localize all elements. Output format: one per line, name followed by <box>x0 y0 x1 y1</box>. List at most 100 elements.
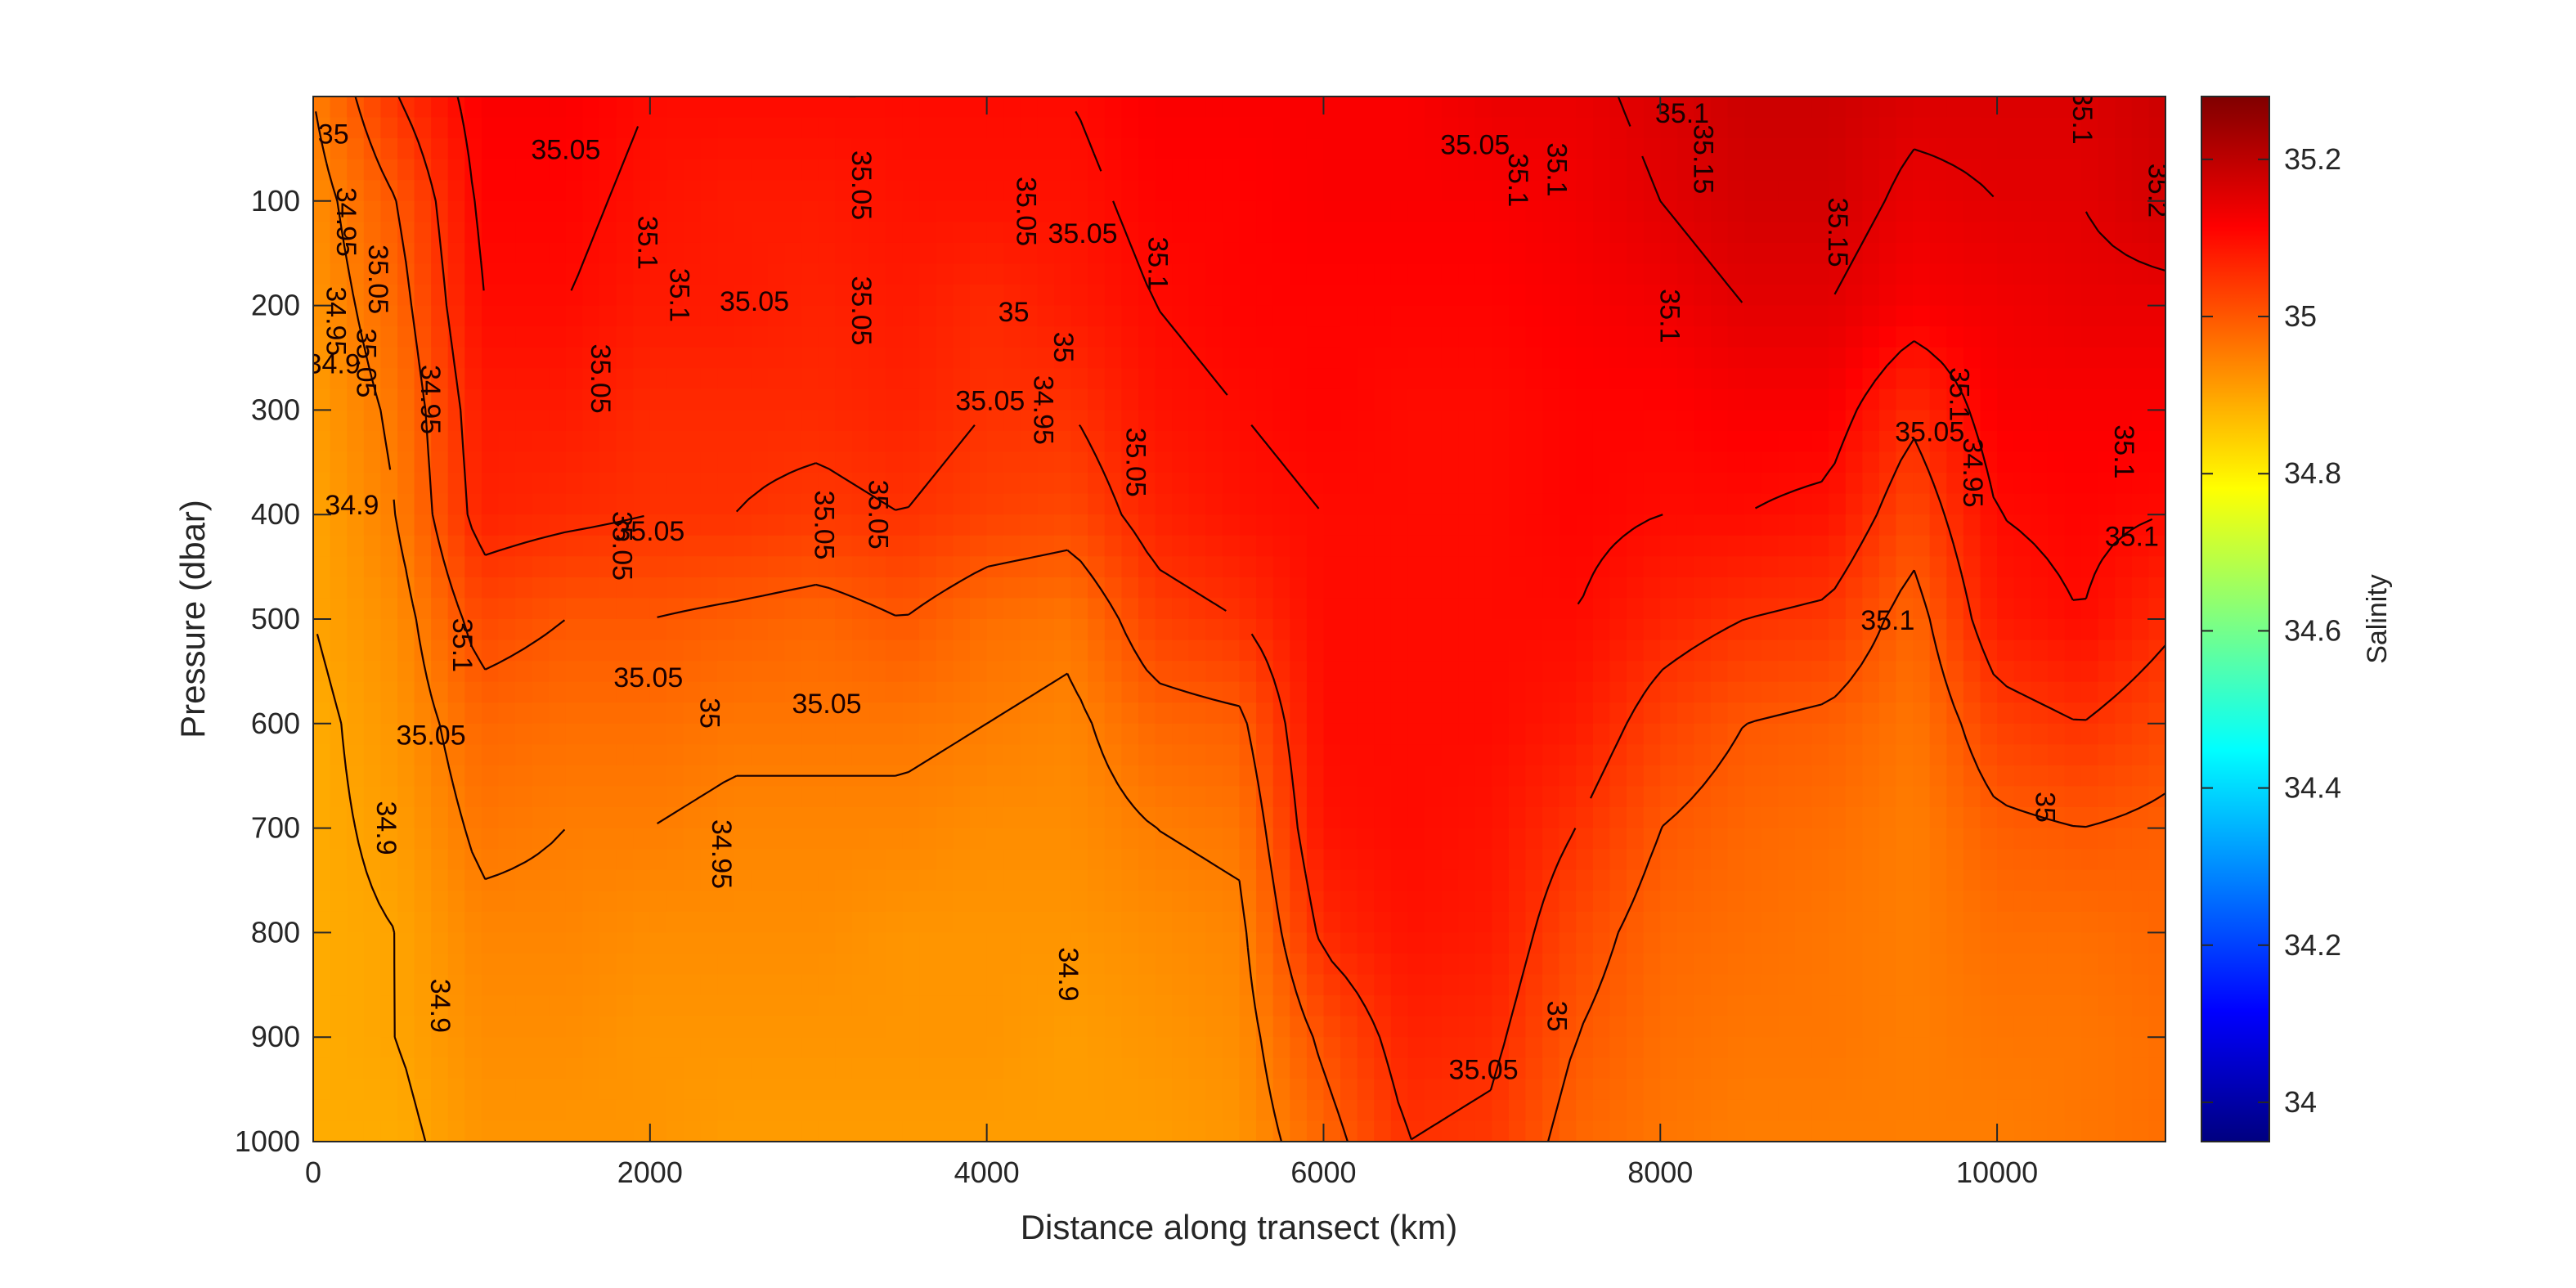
salinity-cell <box>1474 932 1493 954</box>
salinity-cell <box>868 180 886 202</box>
salinity-cell <box>414 723 432 746</box>
salinity-cell <box>2131 765 2150 788</box>
salinity-cell <box>666 222 684 244</box>
salinity-cell <box>868 640 886 662</box>
salinity-cell <box>1138 263 1156 285</box>
salinity-cell <box>1458 180 1476 202</box>
salinity-cell <box>1441 263 1459 285</box>
salinity-cell <box>363 410 382 432</box>
salinity-cell <box>1458 451 1476 473</box>
salinity-cell <box>1070 891 1088 913</box>
salinity-cell <box>1138 954 1156 976</box>
salinity-cell <box>1390 451 1409 473</box>
salinity-cell <box>1592 786 1611 808</box>
salinity-cell <box>1711 744 1729 766</box>
salinity-cell <box>1896 556 1914 578</box>
salinity-cell <box>616 138 634 160</box>
salinity-cell <box>2148 180 2165 202</box>
salinity-cell <box>1997 765 2015 788</box>
salinity-cell <box>1155 222 1173 244</box>
salinity-cell <box>2081 723 2099 746</box>
salinity-cell <box>1121 849 1139 871</box>
salinity-cell <box>2081 932 2099 954</box>
salinity-cell <box>768 200 786 223</box>
salinity-cell <box>2013 556 2032 578</box>
salinity-cell <box>1222 891 1241 913</box>
salinity-cell <box>397 765 415 788</box>
salinity-cell <box>1627 431 1645 453</box>
salinity-cell <box>2131 598 2150 620</box>
salinity-cell <box>868 368 886 390</box>
salinity-cell <box>582 222 600 244</box>
salinity-cell <box>1256 619 1274 641</box>
salinity-cell <box>431 786 449 808</box>
salinity-cell <box>2013 138 2032 160</box>
salinity-cell <box>363 473 382 495</box>
salinity-cell <box>1037 451 1055 473</box>
salinity-cell <box>447 744 466 766</box>
salinity-cell <box>1306 347 1325 370</box>
salinity-cell <box>784 410 802 432</box>
salinity-cell <box>1525 305 1543 327</box>
salinity-cell <box>1592 305 1611 327</box>
salinity-cell <box>700 285 718 307</box>
salinity-cell <box>1525 96 1543 119</box>
salinity-cell <box>1862 180 1880 202</box>
salinity-cell <box>1390 242 1409 265</box>
salinity-cell <box>1407 180 1425 202</box>
salinity-cell <box>2013 640 2032 662</box>
salinity-cell <box>1509 493 1527 515</box>
salinity-cell <box>2115 159 2133 182</box>
salinity-cell <box>1711 514 1729 536</box>
salinity-cell <box>1862 222 1880 244</box>
salinity-cell <box>953 828 971 850</box>
salinity-cell <box>1946 954 1964 976</box>
salinity-cell <box>1963 891 1981 913</box>
salinity-cell <box>532 368 550 390</box>
salinity-cell <box>1795 368 1813 390</box>
salinity-cell <box>868 954 886 976</box>
salinity-cell <box>1727 828 1745 850</box>
salinity-cell <box>1020 640 1039 662</box>
salinity-cell <box>818 347 837 370</box>
salinity-cell <box>1542 932 1560 954</box>
salinity-cell <box>1845 388 1864 411</box>
salinity-cell <box>565 828 584 850</box>
salinity-cell <box>1761 180 1779 202</box>
salinity-cell <box>1660 598 1678 620</box>
salinity-cell <box>330 242 348 265</box>
salinity-cell <box>818 368 837 390</box>
salinity-cell <box>1003 410 1021 432</box>
salinity-cell <box>330 619 348 641</box>
salinity-cell <box>1407 577 1425 599</box>
salinity-cell <box>1761 368 1779 390</box>
salinity-cell <box>1744 242 1762 265</box>
salinity-cell <box>1256 932 1274 954</box>
salinity-cell <box>380 661 398 683</box>
salinity-cell <box>414 200 432 223</box>
salinity-cell <box>2081 200 2099 223</box>
salinity-cell <box>1576 619 1594 641</box>
salinity-cell <box>1155 577 1173 599</box>
salinity-cell <box>2013 222 2032 244</box>
salinity-cell <box>363 911 382 934</box>
salinity-cell <box>498 431 516 453</box>
salinity-cell <box>1559 869 1577 892</box>
salinity-cell <box>1256 702 1274 725</box>
salinity-cell <box>1929 661 1948 683</box>
salinity-cell <box>868 410 886 432</box>
salinity-cell <box>970 222 988 244</box>
salinity-cell <box>768 410 786 432</box>
salinity-cell <box>2081 661 2099 683</box>
salinity-cell <box>751 96 769 119</box>
salinity-cell <box>1037 263 1055 285</box>
salinity-cell <box>1694 431 1712 453</box>
salinity-cell <box>2115 577 2133 599</box>
salinity-cell <box>1609 117 1627 139</box>
salinity-cell <box>818 138 837 160</box>
salinity-cell <box>1256 744 1274 766</box>
salinity-cell <box>1694 347 1712 370</box>
salinity-cell <box>717 285 735 307</box>
salinity-cell <box>1525 368 1543 390</box>
salinity-cell <box>1239 849 1257 871</box>
